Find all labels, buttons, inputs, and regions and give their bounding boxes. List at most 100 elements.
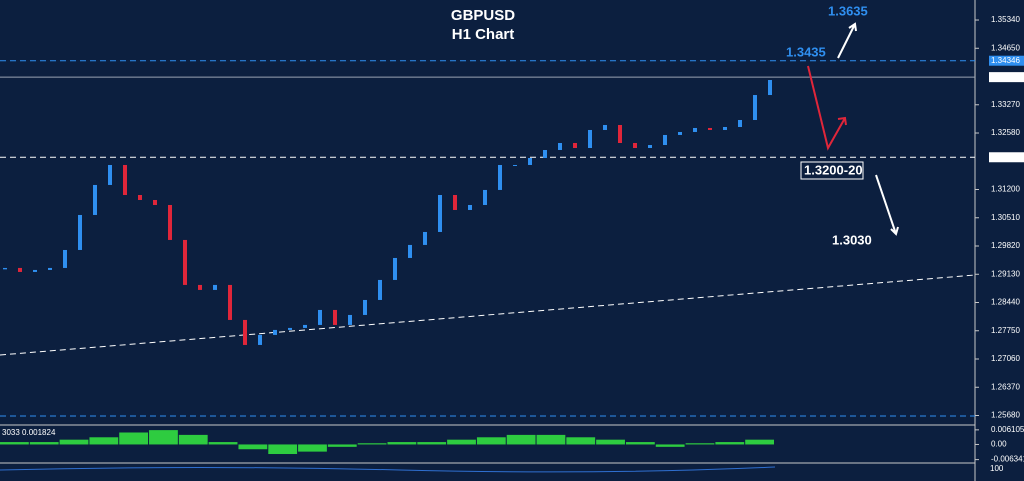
indicator-bar [387,442,417,445]
candle-body [258,334,262,345]
indicator-bar [149,430,178,445]
candle-body [33,269,37,272]
y-tick-label: 1.25680 [991,411,1020,420]
price-level-box [989,55,1024,66]
candle-body [423,231,427,245]
arrow [807,65,847,151]
candle-body [288,327,292,330]
candle-body [678,131,682,135]
candle-body [63,249,67,268]
indicator-bar [655,444,685,447]
indicator-bar [59,439,89,445]
y-tick-label: 1.27750 [991,326,1020,335]
annotation: 1.3435 [786,44,826,59]
candle-body [168,204,172,240]
oscillator-line [0,466,776,473]
indicator-bar [476,437,506,445]
indicator-bar [119,432,149,445]
candle-body [123,164,127,195]
candle-body [738,119,742,127]
indicator-bar [536,434,566,445]
candle-body [153,199,157,205]
candle-body [333,309,337,325]
price-level-label: 1.31988 [991,152,1020,161]
candle-body [453,194,457,210]
candle-body [243,319,247,345]
candle-body [558,143,562,151]
candle-body [513,164,517,166]
y-tick-label: 1.29130 [991,269,1020,278]
candle-body [588,129,592,148]
arrow [875,174,899,236]
price-level-box [989,152,1024,163]
candle-body [543,150,547,158]
price-level-box [989,72,1024,83]
y-tick-label: 1.35340 [991,15,1020,24]
arrows [807,22,899,236]
y-tick-label: 1.27060 [991,354,1020,363]
y-tick-label: 1.34650 [991,43,1020,52]
indicator-bar [715,442,745,445]
candle-body [48,267,52,270]
candle-body [3,267,7,270]
indicator-bar [327,444,357,447]
candle-body [108,164,112,185]
indicator-bar [506,434,536,445]
candle-body [768,79,772,96]
candle-body [663,134,667,146]
y-tick-label: 0.00 [991,440,1007,449]
indicator-bar [447,439,476,445]
y-tick-label: -0.006341 [991,455,1024,464]
arrow [837,22,857,59]
candle-body [633,143,637,148]
trend-line [0,274,976,356]
candle-body [363,299,367,315]
candle-body [438,194,442,232]
indicator-bar [685,443,715,445]
plot: 1.35340 1.34650 1.33270 1.32580 1.31200 1.305… [0,15,1024,464]
y-tick-label: 1.30510 [991,213,1020,222]
indicator-bar [625,442,655,445]
candle-body [693,127,697,132]
indicator-label: 3033 0.001824 [2,428,56,437]
indicator-bar [29,442,59,445]
y-tick-label: 1.31200 [991,185,1020,194]
candle-body [18,267,22,272]
indicator-bar [208,442,238,445]
candle-body [303,324,307,328]
indicator-bar [566,437,596,445]
annotation: 1.3030 [832,232,872,247]
indicator-bar [0,442,29,445]
annotation: 1.3200-20 [804,162,863,177]
indicator-bar [238,444,268,450]
chart-subtitle: H1 Chart [452,26,515,43]
candle-body [483,189,487,205]
candle-body [468,204,472,210]
indicator-bar [745,439,774,445]
indicator-bar [596,439,625,445]
candle-body [753,95,757,120]
annotation-box [800,161,864,180]
price-level-label: 1.33945 [991,72,1020,81]
candle-body [93,184,97,215]
annotation: 1.3635 [828,3,868,18]
y-tick-label: 1.33270 [991,100,1020,109]
candle-body [213,284,217,290]
candle-body [228,284,232,320]
y-tick-label: 1.29820 [991,241,1020,250]
candle-body [723,126,727,130]
candle-body [138,194,142,200]
y-tick-label: 1.26370 [991,382,1020,391]
candle-body [648,145,652,148]
candle-body [528,157,532,165]
y-tick-label: 0.006105 [991,425,1024,434]
indicator-bar [178,434,208,445]
y-tick-label: 1.28440 [991,298,1020,307]
candle-body [603,124,607,130]
indicator-bar [268,444,298,455]
oscillator-label: 100 [990,464,1004,473]
candle-body [183,239,187,285]
indicator-bar [298,444,327,452]
